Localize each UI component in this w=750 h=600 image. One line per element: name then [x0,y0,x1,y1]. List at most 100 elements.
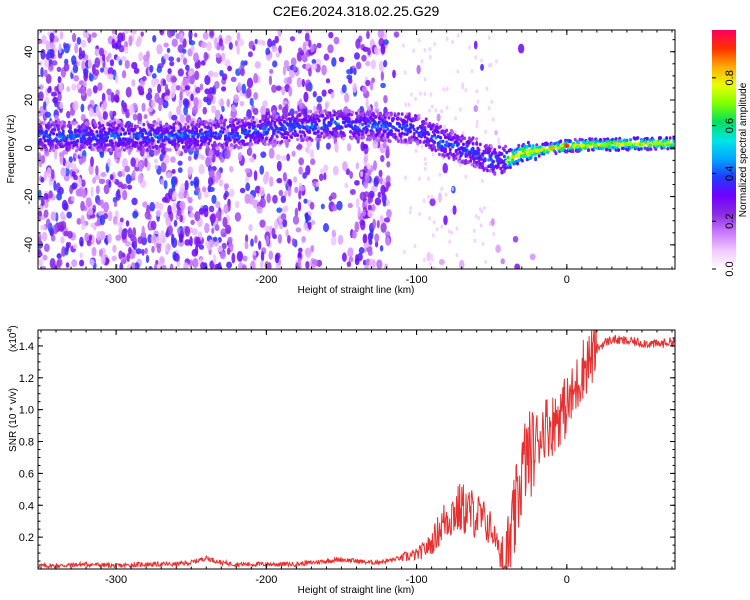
spectrogram-noise [323,172,327,181]
spectrogram-noise [353,67,357,76]
spectrogram-noise [103,184,110,195]
spectrogram-ridge [269,140,273,145]
spectrogram-ridge [383,115,387,120]
spectrogram-hotspot [436,143,442,149]
spectrogram-noise [40,176,45,183]
spectrogram-ridge [304,113,308,117]
spectrogram-noise [94,48,100,57]
spectrogram-ridge [199,128,203,132]
spectrogram-noise [450,230,454,236]
spectrogram-ridge [386,127,390,132]
spectrogram-noise [490,218,495,226]
spectrogram-ridge [310,123,314,128]
spectrogram-noise [432,266,436,269]
spectrogram-ridge [72,121,76,126]
spectrogram-ridge [364,121,368,126]
spectrogram-ridge [478,142,482,147]
x-tick-label: -100 [406,274,428,286]
spectrogram-ridge [300,120,304,125]
spectrogram-ridge [61,144,65,149]
spectrogram-noise [447,229,451,234]
spectrogram-noise [331,57,337,67]
spectrogram-noise [430,257,434,262]
spectrogram-noise [423,47,427,53]
spectrogram-ridge [306,125,310,130]
spectrogram-noise [310,44,315,53]
spectrogram-ridge [316,109,320,113]
spectrogram-ridge [78,125,82,130]
spectrogram-noise [154,164,159,170]
spectrogram-noise [380,154,385,163]
spectrogram-noise [200,60,206,66]
spectrogram-ridge [211,131,215,135]
spectrogram-noise [318,173,324,182]
spectrogram-noise [455,226,459,231]
spectrogram-ridge [471,136,475,140]
spectrogram-ridge [296,137,300,142]
spectrogram-ridge [471,141,475,146]
spectrogram-ridge [138,134,142,138]
spectrogram-ridge [132,134,136,139]
spectrogram-noise [310,219,316,226]
spectrogram-noise [193,70,200,81]
spectrogram-noise [53,37,60,43]
spectrogram-noise [298,166,303,175]
y-tick-label: 40 [23,46,35,58]
spectrogram-noise [132,113,138,121]
spectrogram-ridge [447,142,451,146]
spectrogram-ridge [606,137,610,141]
spectrogram-ridge [454,148,458,153]
spectrogram-ridge [424,117,428,121]
spectrogram-ridge [383,129,387,134]
spectrogram-noise [495,59,498,64]
spectrogram-ridge [109,148,113,152]
spectrogram-noise [284,190,288,197]
spectrogram-noise [190,180,194,187]
spectrogram-noise [195,236,201,248]
spectrogram-noise [45,40,50,51]
spectrogram-ridge [381,133,385,137]
spectrogram-ridge [488,168,492,173]
spectrogram-noise [40,196,45,207]
spectrogram-noise [383,95,388,104]
spectrogram-ridge [98,124,102,128]
spectrogram-ridge [38,124,42,129]
spectrogram-ridge [409,140,413,145]
spectrogram-ridge [416,126,420,131]
spectrogram-noise [64,167,70,177]
spectrogram-hotspot [601,142,607,147]
spectrogram-noise [275,153,281,161]
spectrogram-ridge [423,139,427,144]
spectrogram-noise [414,96,417,102]
spectrogram-ridge [130,124,134,128]
spectrogram-noise [149,201,156,212]
spectrogram-noise [178,32,184,43]
spectrogram-ridge [369,136,373,141]
spectrogram-noise [274,253,280,264]
spectrogram-noise [194,211,201,222]
spectrogram-noise [293,176,298,183]
spectrogram-noise [310,245,315,253]
x-tick-label: -200 [255,274,277,286]
spectrogram-ridge [230,142,234,147]
spectrogram-noise [467,45,471,50]
spectrogram-ridge [223,137,227,142]
spectrogram-noise [216,246,224,252]
spectrogram-ridge [149,123,153,128]
spectrogram-ridge [471,154,475,159]
spectrogram-ridge [234,143,238,148]
spectrogram-noise [202,106,208,115]
spectrogram-noise [302,42,306,51]
spectrogram-noise [80,103,85,113]
spectrogram-ridge [115,132,119,136]
spectrogram-noise [228,188,235,198]
spectrogram-noise [360,220,366,231]
spectrogram-ridge [237,145,241,150]
spectrogram-noise [66,86,71,92]
spectrogram-ridge [519,151,523,155]
spectrogram-ridge [238,134,242,139]
spectrogram-ridge [554,151,558,155]
spectrogram-noise [367,249,373,256]
spectrogram-noise [420,59,424,64]
